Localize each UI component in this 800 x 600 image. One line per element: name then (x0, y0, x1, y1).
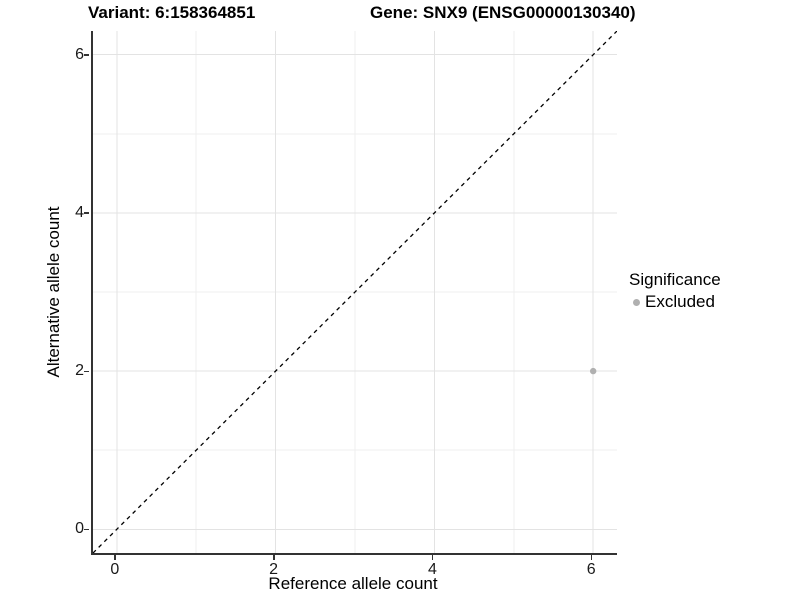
x-tick-mark-0 (114, 555, 116, 560)
x-tick-label-0: 0 (110, 561, 120, 578)
chart-canvas (93, 31, 617, 553)
legend-title: Significance (629, 270, 721, 289)
plot-panel (91, 31, 617, 555)
x-tick-label-2: 2 (269, 561, 279, 578)
x-tick-label-4: 4 (427, 561, 437, 578)
identity-dashed-line (93, 31, 617, 553)
y-axis-title: Alternative allele count (44, 206, 63, 378)
legend-point-icon (633, 298, 640, 306)
plot-title-variant: Variant: 6:158364851 (88, 3, 256, 22)
y-tick-label-0: 0 (75, 520, 84, 538)
legend-entry-excluded: Excluded (629, 292, 721, 312)
y-tick-mark-0 (84, 528, 89, 531)
y-tick-mark-4 (84, 212, 89, 214)
data-point-excluded-6-2 (589, 367, 597, 375)
x-tick-mark-4 (431, 555, 434, 560)
y-tick-mark-2 (84, 370, 89, 373)
y-tick-mark-6 (84, 54, 89, 56)
y-tick-label-6: 6 (75, 45, 84, 63)
plot-title-gene: Gene: SNX9 (ENSG00000130340) (370, 3, 636, 22)
x-axis-title: Reference allele count (268, 574, 438, 593)
y-tick-label-2: 2 (75, 362, 84, 380)
x-tick-mark-2 (273, 555, 275, 560)
legend: Significance Excluded (629, 270, 721, 312)
y-tick-label-4: 4 (75, 203, 84, 221)
legend-entry-label: Excluded (645, 292, 715, 311)
x-tick-label-6: 6 (586, 561, 596, 578)
x-tick-mark-6 (590, 555, 593, 560)
